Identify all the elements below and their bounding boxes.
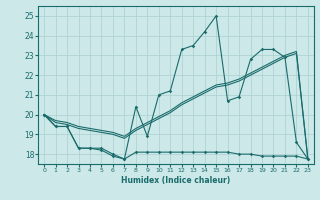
X-axis label: Humidex (Indice chaleur): Humidex (Indice chaleur) — [121, 176, 231, 185]
